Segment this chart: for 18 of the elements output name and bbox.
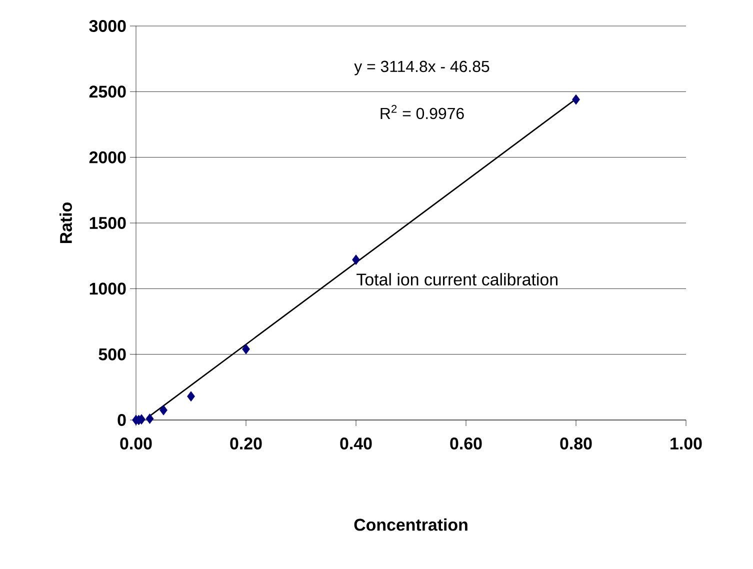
y-tick-label: 3000 [89,20,126,32]
x-axis-title: Concentration [354,518,468,531]
x-tick-label: 0.00 [120,438,152,450]
y-tick-label: 0 [118,414,126,426]
annotation: y = 3114.8x - 46.85 [354,60,490,76]
x-tick-label: 0.40 [340,438,372,450]
y-tick-label: 1500 [90,217,126,229]
x-tick-label: 1.00 [670,438,702,450]
y-tick-label: 500 [98,348,126,360]
annotation: Total ion current calibration [356,273,558,286]
annotation: R$^{2}$ = 0.9976 [380,104,464,120]
x-tick-label: 0.80 [560,438,592,450]
x-tick-label: 0.60 [450,438,482,450]
y-tick-label: 2000 [89,151,126,164]
y-tick-label: 2500 [89,86,126,98]
x-tick-label: 0.20 [230,438,262,450]
y-axis-title: Ratio [60,202,72,244]
y-tick-label: 1000 [90,282,126,295]
